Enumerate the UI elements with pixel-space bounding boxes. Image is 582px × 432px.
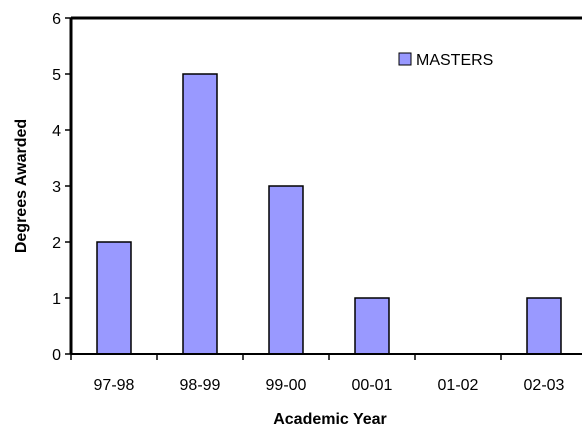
bar-00-01 xyxy=(354,297,390,355)
x-tick-label-97-98: 97-98 xyxy=(94,377,135,394)
legend: MASTERS xyxy=(398,52,493,69)
y-tick-label: 5 xyxy=(52,67,61,84)
y-tick-label: 2 xyxy=(52,235,61,252)
bar-97-98 xyxy=(96,241,132,355)
bars xyxy=(96,73,562,355)
y-tick-label: 3 xyxy=(52,179,61,196)
y-tick-label: 6 xyxy=(52,11,61,28)
y-tick-label: 0 xyxy=(52,347,61,364)
legend-swatch xyxy=(398,52,412,66)
x-tick-label-98-99: 98-99 xyxy=(180,377,221,394)
x-tick-label-02-03: 02-03 xyxy=(524,377,565,394)
x-axis-ticks: 97-98 98-99 99-00 00-01 01-02 02-03 xyxy=(70,354,565,394)
y-axis-title: Degrees Awarded xyxy=(13,119,30,253)
x-tick-label-00-01: 00-01 xyxy=(352,377,393,394)
y-tick-label: 1 xyxy=(52,291,61,308)
y-tick-label: 4 xyxy=(52,123,61,140)
x-axis-title: Academic Year xyxy=(273,411,387,428)
bar-98-99 xyxy=(182,73,218,355)
x-tick-label-01-02: 01-02 xyxy=(438,377,479,394)
bar-02-03 xyxy=(526,297,562,355)
x-tick-label-99-00: 99-00 xyxy=(266,377,307,394)
y-axis-ticks: 0 1 2 3 4 5 6 xyxy=(52,11,71,364)
bar-99-00 xyxy=(268,185,304,355)
legend-label: MASTERS xyxy=(416,52,493,69)
